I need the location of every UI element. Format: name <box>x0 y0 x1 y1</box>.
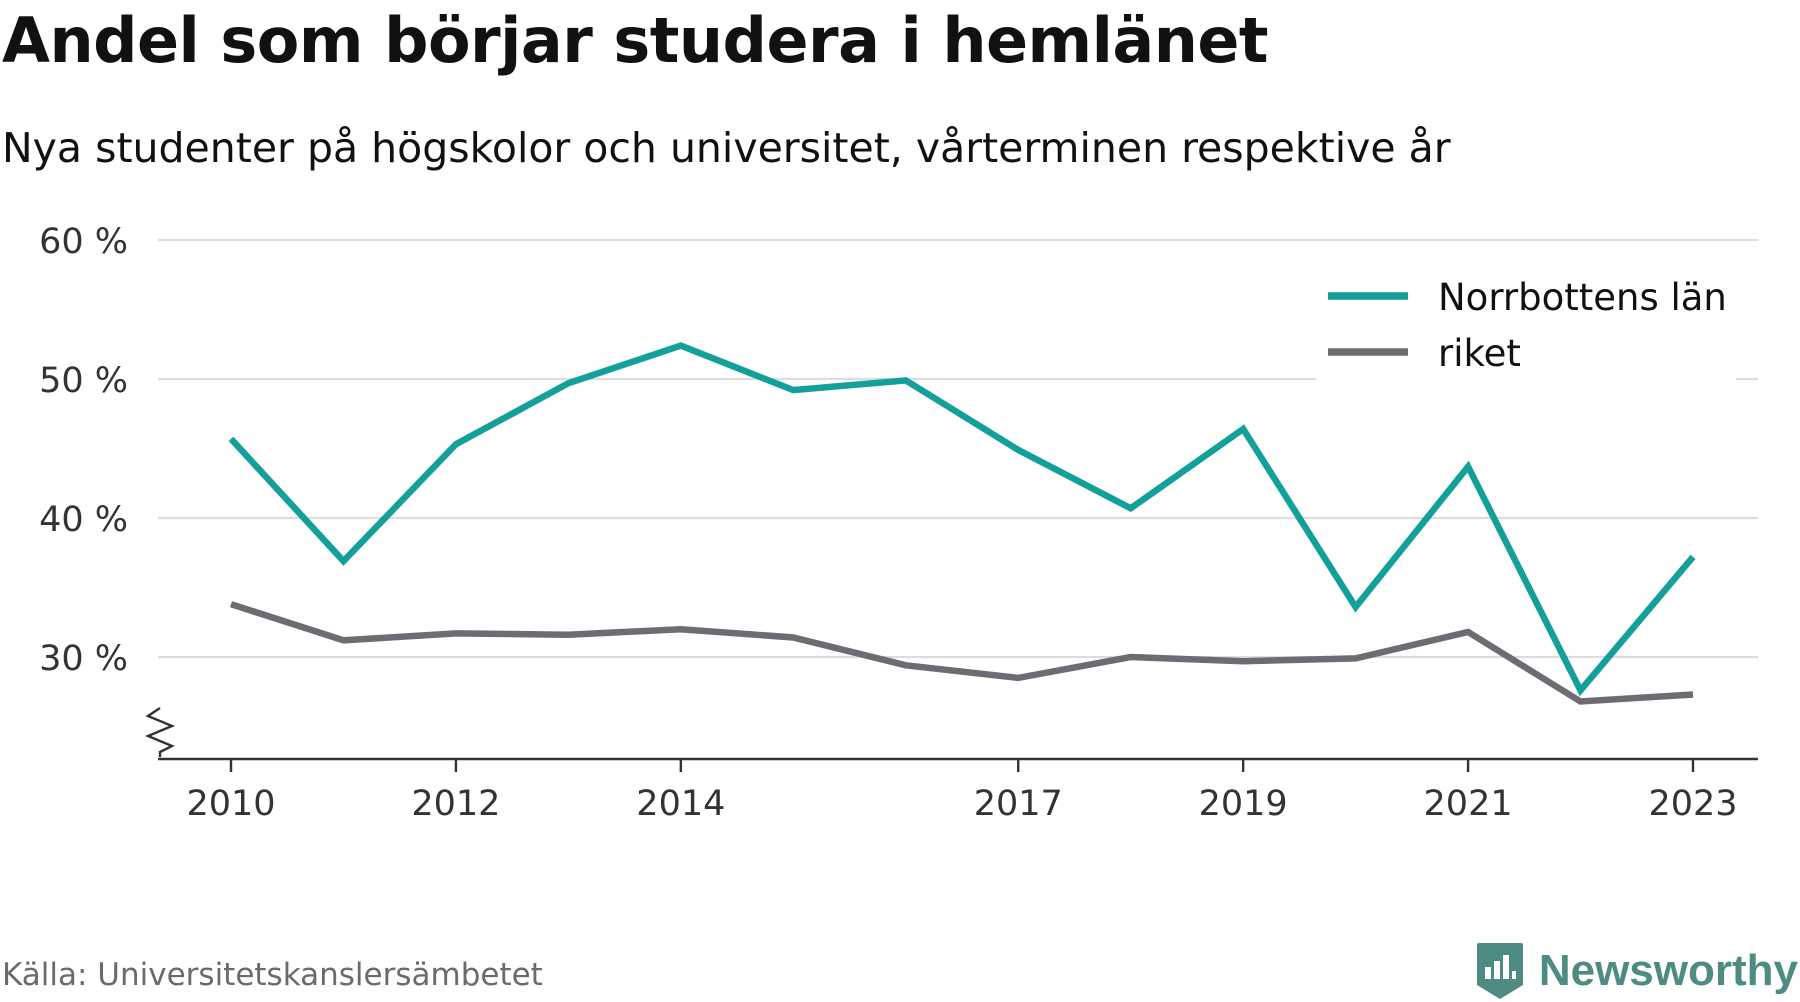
y-tick-label: 50 % <box>39 361 128 401</box>
y-tick-label: 60 % <box>39 222 128 262</box>
x-axis-ticks: 2010 2012 2014 2017 2019 2021 2023 <box>186 759 1737 824</box>
legend: Norrbottens län riket <box>1316 266 1736 380</box>
series-line-riket <box>231 604 1693 701</box>
x-tick-label: 2014 <box>636 784 725 824</box>
x-tick-label: 2023 <box>1648 784 1737 824</box>
y-axis-break-icon <box>148 708 172 757</box>
y-tick-label: 30 % <box>39 639 128 679</box>
newsworthy-logo-icon <box>1475 941 1525 1001</box>
brand-name: Newsworthy <box>1539 946 1798 996</box>
y-tick-label: 40 % <box>39 500 128 540</box>
source-note: Källa: Universitetskanslersämbetet <box>2 957 543 993</box>
x-tick-label: 2021 <box>1424 784 1513 824</box>
x-tick-label: 2010 <box>186 784 275 824</box>
legend-label-riket: riket <box>1438 332 1521 375</box>
brand-logo[interactable]: Newsworthy <box>1475 940 1798 1002</box>
y-axis-ticks: 30 % 40 % 50 % 60 % <box>39 222 128 679</box>
legend-label-norrbotten: Norrbottens län <box>1438 276 1727 319</box>
x-tick-label: 2017 <box>974 784 1063 824</box>
x-tick-label: 2019 <box>1199 784 1288 824</box>
data-series <box>231 346 1693 702</box>
x-tick-label: 2012 <box>411 784 500 824</box>
